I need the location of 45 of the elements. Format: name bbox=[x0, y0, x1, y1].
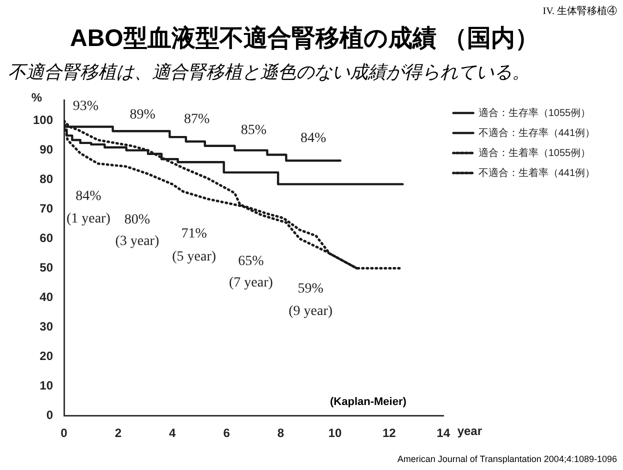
chart-subtitle: 不適合腎移植は、適合腎移植と遜色のない成績が得られている。 bbox=[8, 61, 530, 84]
y-tick-label: 90 bbox=[40, 142, 54, 157]
text: American Journal of Transplantation 2004;4:1089-1096 bbox=[397, 454, 617, 464]
y-tick-label: 50 bbox=[40, 260, 54, 275]
y-tick-label: 20 bbox=[40, 348, 54, 363]
annotation: (3 year) bbox=[115, 234, 160, 249]
annotation: 89% bbox=[130, 108, 156, 123]
y-tick-label: 30 bbox=[40, 319, 54, 334]
legend-label: 不適合：生着率（441例） bbox=[478, 166, 596, 179]
x-tick-label: 10 bbox=[328, 426, 342, 440]
annotation: 85% bbox=[240, 123, 267, 138]
x-tick-label: 6 bbox=[223, 426, 230, 440]
annotation: 65% bbox=[238, 254, 264, 270]
y-tick-label: 40 bbox=[40, 290, 54, 304]
annotation: (1 year) bbox=[66, 211, 111, 226]
text: IV. 生体腎移植④ bbox=[542, 4, 617, 18]
annotation: (5 year) bbox=[172, 250, 216, 265]
x-tick-label: 4 bbox=[169, 426, 176, 440]
y-tick-label: 60 bbox=[40, 231, 54, 246]
legend-label: 適合：生着率（1055例） bbox=[478, 146, 591, 159]
annotation: 71% bbox=[181, 226, 208, 242]
x-tick-label: 8 bbox=[277, 426, 284, 440]
annotation: 87% bbox=[184, 112, 210, 128]
x-tick-label: 2 bbox=[114, 426, 122, 440]
x-axis-title: year bbox=[457, 424, 482, 438]
annotation: 84% bbox=[300, 131, 326, 146]
y-tick-label: 10 bbox=[40, 378, 54, 392]
annotation: 93% bbox=[72, 98, 99, 114]
legend-label: 不適合：生存率（441例） bbox=[478, 126, 596, 139]
annotation: 59% bbox=[298, 282, 324, 297]
x-tick-label: 14 bbox=[436, 426, 450, 440]
x-tick-label: 12 bbox=[382, 426, 396, 440]
y-tick-label: 80 bbox=[40, 172, 54, 186]
x-tick-label: 0 bbox=[60, 426, 68, 440]
annotation: 84% bbox=[76, 188, 102, 204]
y-tick-label: 100 bbox=[32, 113, 54, 128]
annotation: (7 year) bbox=[229, 275, 274, 290]
legend-label: 適合：生存率（1055例） bbox=[478, 106, 591, 119]
y-tick-label: 0 bbox=[46, 408, 54, 422]
annotation: 80% bbox=[124, 212, 150, 228]
annotation: (Kaplan-Meier) bbox=[330, 396, 406, 408]
annotation: (9 year) bbox=[288, 304, 333, 319]
y-tick-label: 70 bbox=[40, 202, 54, 216]
y-axis-title: % bbox=[31, 90, 42, 105]
chart-title: ABO型血液型不適合腎移植の成績 （国内） bbox=[70, 24, 539, 54]
